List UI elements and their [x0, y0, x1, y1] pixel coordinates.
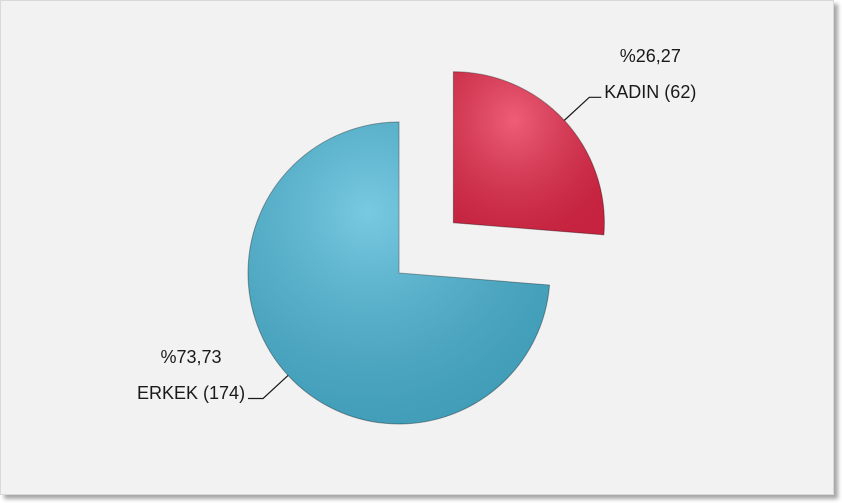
- leader-line: [248, 374, 289, 400]
- chart-frame: KADIN (62) %26,27 ERKEK (174) %73,73: [0, 0, 834, 495]
- slice-value-label: %73,73: [161, 347, 222, 367]
- slice-category-label: ERKEK (174): [137, 383, 245, 403]
- slice-shading: [453, 71, 605, 235]
- slice-shading: [248, 122, 550, 424]
- slice-category-label: KADIN (62): [604, 82, 696, 102]
- chart: KADIN (62) %26,27 ERKEK (174) %73,73: [137, 46, 696, 425]
- slice-value-label: %26,27: [620, 46, 681, 66]
- leader-line: [563, 96, 602, 121]
